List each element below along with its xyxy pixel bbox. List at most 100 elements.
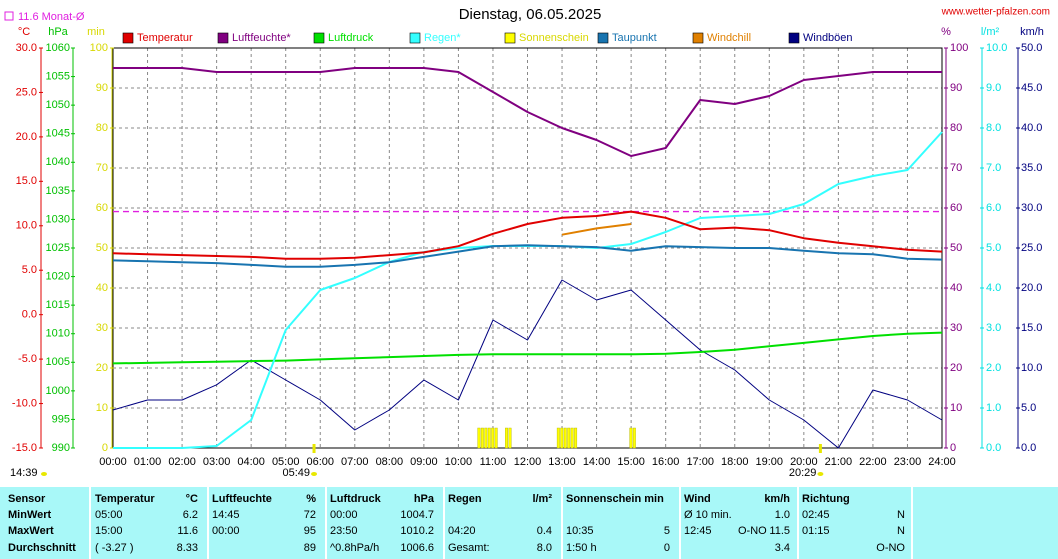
x-tick-label: 22:00 [859, 456, 887, 468]
table-cell: N [897, 525, 905, 537]
table-cell: Sensor [8, 493, 46, 505]
table-cell: O-NO [738, 525, 767, 537]
series-line [112, 210, 943, 260]
y-tick-label: 1040 [46, 156, 70, 168]
x-tick-label: 13:00 [548, 456, 576, 468]
sunrise-marker [312, 444, 316, 453]
table-cell: Temperatur [95, 493, 155, 505]
x-tick-label: 19:00 [756, 456, 784, 468]
table-cell: 8.0 [537, 542, 552, 554]
table-cell: MinWert [8, 509, 52, 521]
table-cell: Gesamt: [448, 542, 490, 554]
legend-label: Windchill [707, 32, 751, 44]
sunshine-bar [480, 427, 484, 449]
table-cell: hPa [414, 493, 435, 505]
table-cell: ( -3.27 ) [95, 542, 134, 554]
series-line [561, 223, 632, 236]
x-tick-label: 17:00 [686, 456, 714, 468]
series-line [113, 67, 942, 157]
y-tick-label: 50 [950, 242, 962, 254]
sunshine-bar [563, 427, 567, 449]
y-tick-label: 25.0 [1021, 242, 1042, 254]
table-cell: 1.0 [775, 509, 790, 521]
x-tick-label: 11:00 [480, 456, 507, 468]
x-tick-label: 18:00 [721, 456, 749, 468]
x-tick-label: 04:00 [237, 456, 265, 468]
table-cell: 72 [304, 509, 316, 521]
sunshine-bar [484, 427, 488, 449]
y-tick-label: 1055 [46, 70, 70, 82]
table-cell: °C [186, 493, 198, 505]
y-tick-label: 30 [950, 322, 962, 334]
sunrise-label: 05:49 [283, 467, 311, 479]
x-tick-label: 00:00 [99, 456, 127, 468]
table-cell: 23:50 [330, 525, 358, 537]
y-tick-label: 7.0 [986, 162, 1001, 174]
y-tick-label: 1000 [46, 385, 70, 397]
y-tick-label: 1025 [46, 242, 70, 254]
y-tick-label: 60 [950, 202, 962, 214]
legend-label: Luftdruck [328, 32, 374, 44]
table-cell: N [897, 509, 905, 521]
y-tick-label: 30.0 [1021, 202, 1042, 214]
y-tick-label: 25.0 [16, 86, 37, 98]
table-cell: 6.2 [183, 509, 198, 521]
sunshine-bar [570, 427, 574, 449]
table-cell: Wind [684, 493, 711, 505]
x-tick-label: 16:00 [652, 456, 680, 468]
y-tick-label: 4.0 [986, 282, 1001, 294]
y-tick-label: 0 [102, 442, 108, 454]
y-tick-label: 6.0 [986, 202, 1001, 214]
axis-unit: min [87, 26, 105, 38]
series-line [112, 279, 943, 449]
y-tick-label: 1035 [46, 185, 70, 197]
y-tick-label: 2.0 [986, 362, 1001, 374]
sunshine-bar [560, 427, 564, 449]
y-tick-label: 60 [96, 202, 108, 214]
y-tick-label: 1.0 [986, 402, 1001, 414]
y-tick-label: 10 [96, 402, 108, 414]
y-tick-label: 40.0 [1021, 122, 1042, 134]
sunshine-bar [494, 427, 498, 449]
x-tick-label: 12:00 [514, 456, 542, 468]
y-tick-label: 0.0 [22, 309, 37, 321]
table-cell: 89 [304, 542, 316, 554]
table-cell: 0.4 [537, 525, 552, 537]
table-cell: ^0.8hPa/h [330, 542, 379, 554]
y-tick-label: 30.0 [16, 42, 37, 54]
source: www.wetter-pfalzen.com [941, 7, 1050, 18]
sunset-label: 20:29 [789, 467, 817, 479]
x-tick-label: 20:00 [790, 456, 818, 468]
table-cell: Luftfeuchte [212, 493, 272, 505]
y-tick-label: 50.0 [1021, 42, 1042, 54]
legend-label: Sonnenschein [519, 32, 589, 44]
y-tick-label: 1030 [46, 213, 70, 225]
y-tick-label: 1005 [46, 356, 70, 368]
sunshine-bar [629, 427, 633, 449]
legend-swatch [504, 32, 516, 44]
y-tick-label: 50 [96, 242, 108, 254]
x-tick-label: 03:00 [203, 456, 231, 468]
sunset-icon [817, 472, 824, 476]
table-cell: 00:00 [212, 525, 240, 537]
table-cell: Ø 10 min. [684, 509, 732, 521]
y-tick-label: 10.0 [986, 42, 1007, 54]
sunshine-bar [567, 427, 571, 449]
table-cell: Regen [448, 493, 482, 505]
legend-swatch [217, 32, 229, 44]
y-tick-label: 5.0 [986, 242, 1001, 254]
y-tick-label: 90 [950, 82, 962, 94]
legend-label: Regen* [424, 32, 461, 44]
table-cell: 14:45 [212, 509, 240, 521]
table-cell: Durchschnitt [8, 542, 76, 554]
x-tick-label: 24:00 [928, 456, 956, 468]
y-tick-label: 10 [950, 402, 962, 414]
x-tick-label: 05:00 [272, 456, 300, 468]
y-tick-label: 5.0 [22, 264, 37, 276]
table-cell: Richtung [802, 493, 850, 505]
y-tick-label: 1010 [46, 328, 70, 340]
day-length: 14:39 [10, 467, 38, 479]
sunshine-bar [632, 427, 636, 449]
y-tick-label: -5.0 [18, 353, 37, 365]
